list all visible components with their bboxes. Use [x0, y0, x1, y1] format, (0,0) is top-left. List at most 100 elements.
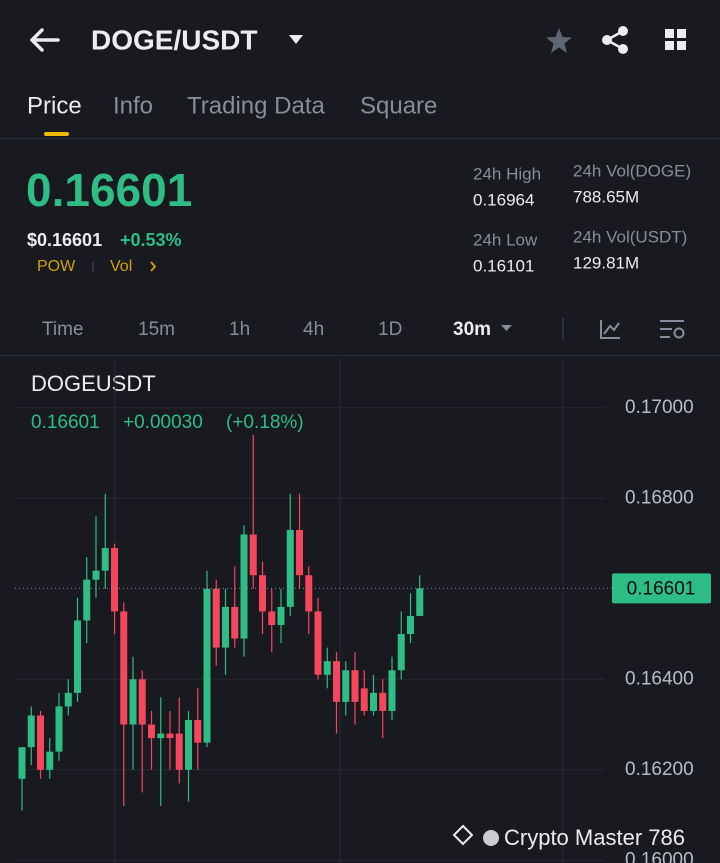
indicator-icon[interactable]	[600, 320, 620, 339]
candle-body	[64, 692, 72, 707]
watermark-logo	[452, 824, 499, 846]
candle-body	[305, 575, 313, 612]
candle-body	[194, 720, 202, 743]
candle-body	[407, 615, 414, 635]
tab[interactable]: Info	[113, 92, 153, 119]
overlay: 0.17000 0.16800 0.16400 0.16200 0.16000 0.166…	[15, 397, 711, 863]
candle-body	[212, 588, 220, 648]
usd-price: $0.16601	[27, 230, 102, 250]
candle-body	[101, 548, 109, 571]
settings-lines	[660, 320, 684, 338]
candle-body	[185, 720, 192, 770]
tab[interactable]: Square	[360, 92, 437, 119]
grid-square	[677, 41, 686, 50]
y-tick-label: 0.16000	[625, 849, 694, 863]
back-arrow	[30, 28, 60, 52]
candle-body	[120, 611, 128, 725]
candle-body	[27, 715, 35, 748]
stat-label: 24h Vol(USDT)	[573, 227, 687, 246]
candle-body	[379, 692, 387, 711]
tab-indicator	[44, 132, 69, 136]
last-price-label: 0.16601	[627, 578, 696, 599]
candle-body	[231, 606, 239, 639]
candle-body	[55, 706, 63, 752]
candle-body	[388, 670, 396, 711]
stat-label: 24h Low	[473, 230, 538, 249]
candle-body	[92, 570, 100, 580]
chart-summary: +0.00030	[123, 412, 203, 433]
candle-body	[397, 634, 405, 671]
candle-body	[296, 529, 303, 576]
pair-title[interactable]: DOGE/USDT	[91, 24, 257, 55]
candle-body	[129, 679, 137, 725]
interval[interactable]: Time	[42, 319, 84, 340]
stat-value: 129.81M	[573, 253, 639, 272]
candle-body	[46, 751, 54, 770]
y-tick-label: 0.16400	[625, 668, 694, 689]
last-price-box	[612, 573, 711, 604]
candle-body	[166, 733, 174, 739]
logo-diamond	[452, 824, 474, 846]
candle-body	[370, 692, 377, 711]
settings-icon[interactable]	[660, 320, 685, 339]
pair-caret[interactable]	[289, 35, 303, 44]
candle-body	[111, 548, 118, 612]
tag[interactable]: POW	[37, 258, 76, 275]
candle-body	[314, 611, 322, 675]
candle-body	[157, 733, 165, 739]
price-change: +0.53%	[120, 230, 182, 250]
chart-summary: (+0.18%)	[226, 412, 304, 433]
candle-body	[286, 529, 294, 607]
stat-value: 0.16101	[473, 256, 534, 275]
candle-body	[360, 688, 368, 711]
tag[interactable]: Vol	[110, 258, 132, 275]
chart-title: DOGEUSDT	[31, 371, 156, 396]
stat-value: 788.65M	[573, 187, 639, 206]
candle-body	[83, 579, 91, 621]
watermark: Crypto Master 786	[504, 825, 685, 850]
interval[interactable]: 1D	[378, 319, 402, 340]
y-tick-label: 0.17000	[625, 397, 694, 418]
grid-square	[677, 29, 686, 38]
stat-value: 0.16964	[473, 190, 534, 209]
chart-summary: 0.16601	[31, 412, 100, 433]
logo-avatar	[483, 830, 499, 846]
candle-body	[249, 534, 257, 576]
back-button[interactable]	[30, 28, 60, 52]
settings-gear	[673, 327, 685, 339]
grid-square	[665, 29, 674, 38]
share-lines	[604, 29, 624, 51]
candle-body	[175, 733, 183, 770]
share-icon[interactable]	[602, 26, 628, 54]
grid-layer	[15, 407, 605, 861]
candle-body	[240, 534, 248, 639]
interval-caret[interactable]	[501, 325, 512, 331]
candle-body	[333, 661, 340, 702]
grid-square	[665, 41, 674, 50]
candle-body	[222, 606, 229, 648]
candle-body	[416, 588, 424, 616]
candle-body	[259, 575, 266, 612]
tag-chevron	[150, 261, 157, 272]
interval[interactable]: 4h	[303, 319, 324, 340]
candle-body	[342, 670, 350, 702]
y-tick-label: 0.16800	[625, 487, 694, 508]
candle-body	[268, 611, 276, 625]
candle-body	[351, 670, 359, 702]
interval[interactable]: 15m	[138, 319, 175, 340]
interval-active[interactable]: 30m	[453, 319, 491, 340]
tab[interactable]: Price	[27, 92, 82, 119]
interval[interactable]: 1h	[229, 319, 250, 340]
candles	[18, 434, 424, 811]
grid-icon[interactable]	[665, 29, 686, 50]
tab[interactable]: Trading Data	[187, 92, 326, 119]
last-price: 0.16601	[26, 164, 192, 216]
candle-body	[323, 661, 331, 675]
favorite-icon[interactable]	[546, 28, 572, 53]
candle-body	[37, 715, 44, 770]
candle-body	[18, 747, 26, 779]
stat-label: 24h High	[473, 164, 541, 183]
candle-body	[138, 679, 146, 725]
